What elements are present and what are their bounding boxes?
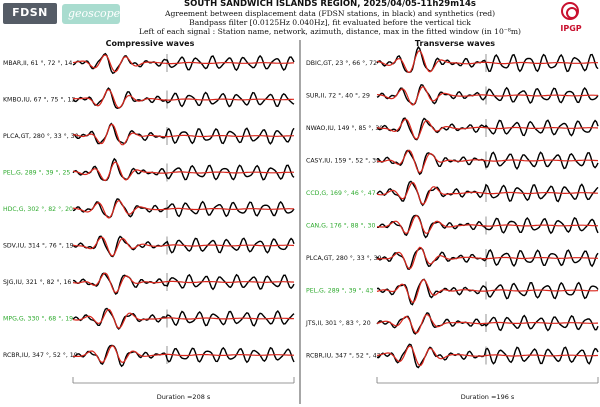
compressive-trace-kmbo: KMBO,IU, 67 °, 75 °, 13 — [3, 87, 295, 110]
trace-label: RCBR,IU, 347 °, 52 °, 42 — [306, 352, 381, 360]
trace-label: SDV,IU, 314 °, 76 °, 19 — [3, 242, 74, 250]
trace-label: HDC,G, 302 °, 82 °, 20 — [3, 205, 73, 213]
synthetic-waveform — [72, 123, 295, 146]
transverse-duration-label: Duration =196 s — [461, 393, 515, 401]
compressive-trace-hdc: HDC,G, 302 °, 82 °, 20 — [3, 198, 295, 219]
observed-waveform — [376, 149, 599, 176]
synthetic-waveform — [72, 345, 294, 364]
transverse-panel: Transverse waves DBIC,GT, 23 °, 66 °, 72 S… — [305, 39, 599, 401]
compressive-time-axis: Duration =208 s — [72, 377, 295, 401]
trace-label: KMBO,IU, 67 °, 75 °, 13 — [3, 96, 75, 104]
synthetic-waveform — [72, 236, 295, 257]
trace-label: CCD,G, 169 °, 46 °, 47 — [306, 189, 376, 197]
trace-label: RCBR,IU, 347 °, 52 °, 19 — [3, 351, 78, 359]
transverse-trace-jts: JTS,II, 301 °, 83 °, 20 — [305, 311, 599, 335]
observed-waveform — [376, 247, 599, 270]
trace-label: SUR,II, 72 °, 40 °, 29 — [306, 92, 370, 100]
synthetic-waveform — [72, 272, 295, 294]
subtitle-line-3: Left of each signal : Station name, netw… — [139, 27, 521, 36]
transverse-panel-title: Transverse waves — [415, 39, 495, 48]
trace-label: CASY,IU, 159 °, 52 °, 39 — [306, 157, 380, 165]
subtitle-line-1: Agreement between displacement data (FDS… — [164, 9, 496, 18]
geoscope-logo: geoscope — [62, 4, 120, 24]
fdsn-logo: FDSN — [3, 3, 57, 24]
header: FDSN geoscope SOUTH SANDWICH ISLANDS REG… — [0, 0, 600, 38]
compressive-trace-mbar: MBAR,II, 61 °, 72 °, 14 — [3, 52, 295, 75]
observed-waveform — [72, 235, 295, 258]
synthetic-waveform — [72, 54, 294, 73]
observed-waveform — [376, 278, 599, 306]
compressive-duration-label: Duration =208 s — [157, 393, 211, 401]
observed-waveform — [376, 311, 599, 335]
compressive-trace-pel: PEL,G, 289 °, 39 °, 25 — [3, 157, 295, 182]
observed-waveform — [377, 214, 599, 239]
trace-label: MPG,G, 330 °, 68 °, 19 — [3, 315, 73, 323]
compressive-trace-plca: PLCA,GT, 280 °, 33 °, 30 — [3, 122, 295, 146]
trace-label: PLCA,GT, 280 °, 33 °, 30 — [3, 132, 79, 140]
transverse-trace-dbic: DBIC,GT, 23 °, 66 °, 72 — [306, 45, 599, 74]
synthetic-waveform — [376, 85, 598, 106]
synthetic-waveform — [376, 50, 598, 74]
transverse-trace-ccd: CCD,G, 169 °, 46 °, 47 — [306, 180, 599, 207]
observed-waveform — [73, 344, 295, 368]
synthetic-waveform — [376, 345, 598, 367]
synthetic-waveform — [376, 246, 598, 270]
compressive-trace-rcbr: RCBR,IU, 347 °, 52 °, 19 — [3, 344, 295, 368]
synthetic-waveform — [72, 161, 295, 182]
synthetic-waveform — [72, 88, 294, 109]
ipgp-logo: IPGP — [557, 2, 585, 36]
synthetic-waveform — [376, 181, 598, 205]
transverse-trace-can: CAN,G, 176 °, 88 °, 30 — [306, 214, 599, 239]
observed-waveform — [376, 117, 599, 141]
transverse-trace-nwao: NWAO,IU, 149 °, 85 °, 30 — [306, 117, 599, 141]
observed-waveform — [72, 87, 295, 110]
compressive-trace-mpg: MPG,G, 330 °, 68 °, 19 — [3, 307, 295, 330]
observed-waveform — [72, 52, 295, 75]
synthetic-waveform — [376, 118, 599, 140]
ipgp-logo-text: IPGP — [560, 24, 582, 33]
compressive-panel: Compressive waves MBAR,II, 61 °, 72 °, 14… — [3, 39, 295, 401]
transverse-trace-rcbr: RCBR,IU, 347 °, 52 °, 42 — [306, 343, 599, 369]
synthetic-waveform — [376, 278, 598, 304]
trace-label: PEL,G, 289 °, 39 °, 25 — [3, 169, 70, 177]
fdsn-logo-text: FDSN — [12, 6, 48, 19]
synthetic-waveform — [72, 199, 294, 219]
observed-waveform — [72, 122, 295, 145]
figure-title: SOUTH SANDWICH ISLANDS REGION, 2025/04/0… — [184, 0, 476, 9]
trace-label: MBAR,II, 61 °, 72 °, 14 — [3, 59, 72, 67]
synthetic-waveform — [376, 149, 599, 174]
geoscope-logo-text: geoscope — [68, 7, 120, 20]
transverse-trace-casy: CASY,IU, 159 °, 52 °, 39 — [306, 149, 599, 176]
trace-label: CAN,G, 176 °, 88 °, 30 — [306, 222, 375, 230]
trace-label: NWAO,IU, 149 °, 85 °, 30 — [306, 124, 383, 132]
trace-label: JTS,II, 301 °, 83 °, 20 — [305, 319, 371, 327]
compressive-panel-title: Compressive waves — [106, 39, 195, 48]
transverse-trace-plca: PLCA,GT, 280 °, 33 °, 39 — [306, 246, 599, 270]
trace-label: SJG,IU, 321 °, 82 °, 16 — [3, 278, 71, 286]
transverse-trace-sur: SUR,II, 72 °, 40 °, 29 — [306, 84, 599, 106]
trace-label: DBIC,GT, 23 °, 66 °, 72 — [306, 59, 377, 67]
trace-label: PEL,G, 289 °, 39 °, 43 — [306, 287, 373, 295]
observed-waveform — [72, 272, 295, 295]
synthetic-waveform — [376, 215, 599, 235]
synthetic-waveform — [72, 308, 295, 329]
transverse-time-axis: Duration =196 s — [376, 377, 599, 401]
compressive-trace-sjg: SJG,IU, 321 °, 82 °, 16 — [3, 272, 295, 295]
subtitle-line-2: Bandpass filter [0.0125Hz 0.040Hz], fit … — [189, 18, 471, 27]
observed-waveform — [376, 343, 599, 369]
compressive-trace-sdv: SDV,IU, 314 °, 76 °, 19 — [3, 235, 295, 258]
ipgp-logo-mark — [561, 2, 579, 20]
synthetic-waveform — [376, 313, 598, 334]
transverse-trace-pel: PEL,G, 289 °, 39 °, 43 — [306, 278, 599, 306]
observed-waveform — [376, 45, 599, 74]
trace-label: PLCA,GT, 280 °, 33 °, 39 — [306, 254, 382, 262]
observed-waveform — [72, 157, 295, 182]
